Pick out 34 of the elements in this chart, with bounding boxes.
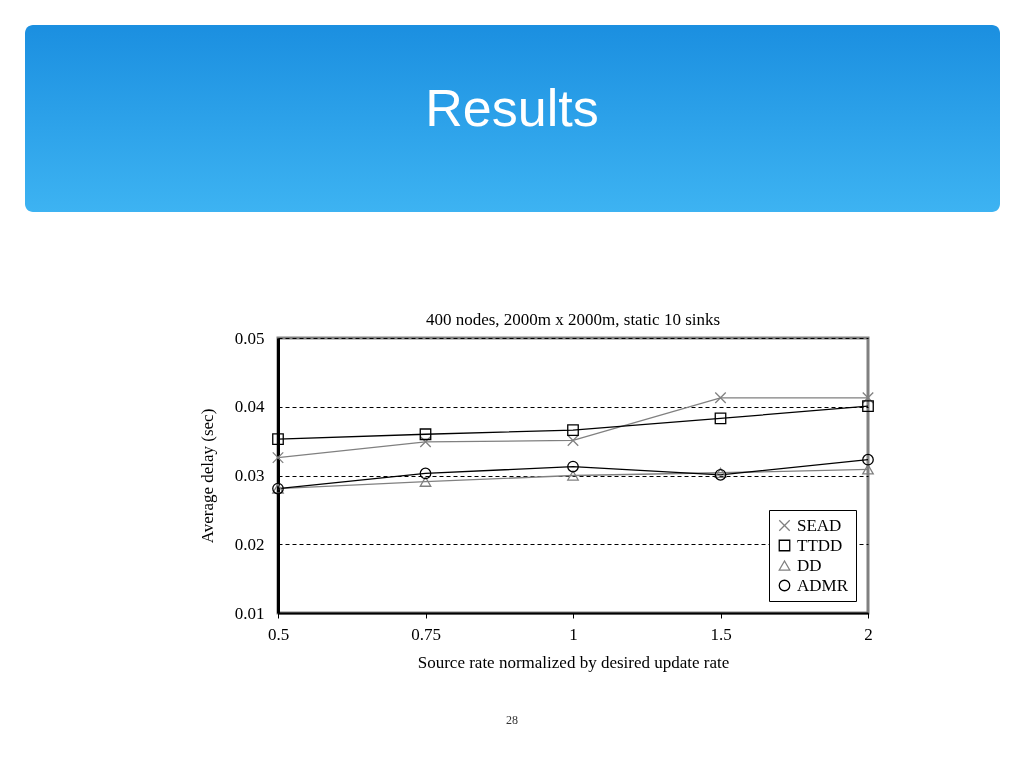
x-axis-title: Source rate normalized by desired update rate: [417, 652, 730, 672]
y-tick-label: 0.04: [234, 397, 265, 417]
y-axis-title: Average delay (sec): [197, 408, 217, 544]
point: [419, 435, 432, 448]
point: [862, 400, 874, 412]
x-tick-label: 1.5: [710, 624, 732, 644]
point: [567, 470, 579, 481]
legend-label: TTDD: [797, 535, 843, 555]
point: [714, 391, 727, 404]
point: [862, 453, 874, 466]
point: [419, 476, 432, 487]
point: [419, 467, 432, 480]
chart-title: Results: [425, 79, 599, 137]
y-tick-label: 0.02: [234, 534, 265, 554]
legend-label: SEAD: [797, 515, 842, 535]
point: [714, 412, 727, 425]
point: [272, 451, 284, 464]
x-tick-label: 0.75: [411, 624, 441, 644]
y-tick-label: 0.05: [234, 328, 265, 348]
point: [567, 460, 579, 473]
point: [272, 433, 284, 445]
point: [862, 464, 874, 475]
text: 28: [506, 713, 518, 727]
x-tick-label: 2: [864, 624, 873, 644]
point: [862, 391, 874, 404]
x-tick-label: 1: [569, 624, 578, 644]
point: [419, 428, 432, 441]
chart-subtitle: 400 nodes, 2000m x 2000m, static 10 sinks: [425, 310, 721, 329]
legend-label: ADMR: [797, 575, 849, 595]
x-tick-label: 0.5: [267, 624, 290, 644]
y-tick-label: 0.01: [234, 603, 265, 623]
y-tick-label: 0.03: [234, 466, 265, 485]
legend-label: DD: [797, 555, 822, 575]
point: [567, 424, 579, 437]
